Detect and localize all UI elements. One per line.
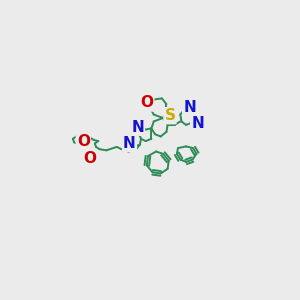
Text: O: O (84, 151, 97, 166)
Text: N: N (191, 116, 204, 131)
Text: O: O (77, 134, 90, 148)
Text: N: N (131, 120, 144, 135)
Text: O: O (140, 95, 153, 110)
Text: N: N (183, 100, 196, 115)
Text: N: N (123, 136, 136, 151)
Text: S: S (164, 108, 175, 123)
